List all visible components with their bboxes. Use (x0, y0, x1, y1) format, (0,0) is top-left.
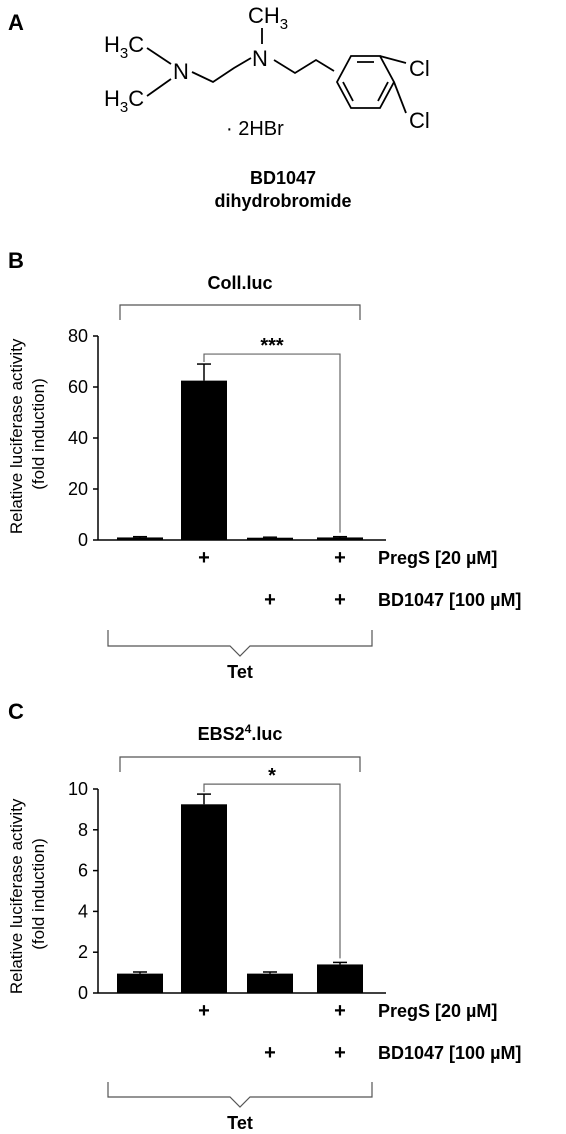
panel-b-group-label: Tet (227, 662, 253, 682)
panel-c-chart: C EBS24.luc Relative luciferase activity… (7, 699, 521, 1133)
panel-b-treatment-mark: + (334, 547, 346, 569)
panel-c-bar (117, 973, 163, 993)
h3c-lower-label: H3C (104, 86, 144, 116)
panel-b-title-bracket (119, 304, 361, 320)
panel-c-treatment-label: PregS [20 µM] (378, 1001, 497, 1021)
panel-b-bar (117, 537, 163, 540)
panel-b-chart: B Coll.luc Relative luciferase activity … (7, 248, 521, 682)
panel-c-y-tick-label: 8 (78, 820, 88, 840)
panel-b-treatment-label: PregS [20 µM] (378, 548, 497, 568)
panel-c-treatment-mark: + (264, 1042, 276, 1064)
panel-b-significance-bracket (203, 353, 341, 533)
panel-b-treatment-mark: + (198, 547, 210, 569)
panel-c-y-tick-label: 10 (68, 779, 88, 799)
panel-c-y-tick-label: 4 (78, 901, 88, 921)
panel-c-bar (317, 964, 363, 993)
n-right-atom: N (252, 46, 268, 71)
compound-name: BD1047 (250, 168, 316, 188)
panel-b-y-tick-label: 80 (68, 326, 88, 346)
panel-b-bar (181, 380, 227, 540)
salt-label: · 2HBr (226, 118, 284, 140)
bd1047-structure: CH3 H3C H3C N N Cl Cl · 2HBr (104, 3, 430, 140)
panel-b-group-bracket (107, 630, 373, 657)
compound-salt-name: dihydrobromide (214, 191, 351, 211)
panel-c-treatment-mark: + (334, 1000, 346, 1022)
panel-b-ylabel: Relative luciferase activity (fold induc… (7, 334, 48, 534)
panel-c-group-label: Tet (227, 1113, 253, 1133)
panel-c-treatment-label: BD1047 [100 µM] (378, 1043, 521, 1063)
n-left-atom: N (173, 59, 189, 84)
panel-b-treatment-label: BD1047 [100 µM] (378, 590, 521, 610)
panel-c-bar (247, 973, 293, 993)
panel-c-title: EBS24.luc (198, 722, 283, 744)
panel-c-y-tick-label: 2 (78, 942, 88, 962)
panel-c-label: C (8, 699, 24, 724)
panel-c-treatment-mark: + (334, 1042, 346, 1064)
panel-b-title: Coll.luc (207, 273, 272, 293)
panel-b-bar (247, 537, 293, 540)
panel-b-y-tick-label: 40 (68, 428, 88, 448)
cl-upper-atom: Cl (409, 56, 430, 81)
panel-c-title-bracket (119, 756, 361, 772)
panel-b-y-tick-label: 20 (68, 479, 88, 499)
panel-b-significance-label: *** (260, 335, 284, 357)
structure-bonds (146, 28, 407, 114)
panel-c-treatment-mark: + (198, 1000, 210, 1022)
methyl-top-label: CH3 (248, 3, 288, 33)
panel-a-label: A (8, 10, 24, 35)
panel-b-label: B (8, 248, 24, 273)
panel-c-y-tick-label: 0 (78, 983, 88, 1003)
panel-c-significance-label: * (268, 765, 276, 787)
panel-c-bar (181, 804, 227, 993)
panel-c-y-tick-label: 6 (78, 861, 88, 881)
panel-c-group-bracket (107, 1082, 373, 1108)
h3c-upper-label: H3C (104, 32, 144, 62)
panel-b-y-tick-label: 60 (68, 377, 88, 397)
panel-c-significance-bracket (203, 783, 341, 959)
cl-lower-atom: Cl (409, 108, 430, 133)
panel-b-bar (317, 537, 363, 540)
panel-b-treatment-mark: + (264, 589, 276, 611)
panel-b-y-tick-label: 0 (78, 530, 88, 550)
panel-c-ylabel: Relative luciferase activity (fold induc… (7, 794, 48, 994)
panel-b-treatment-mark: + (334, 589, 346, 611)
